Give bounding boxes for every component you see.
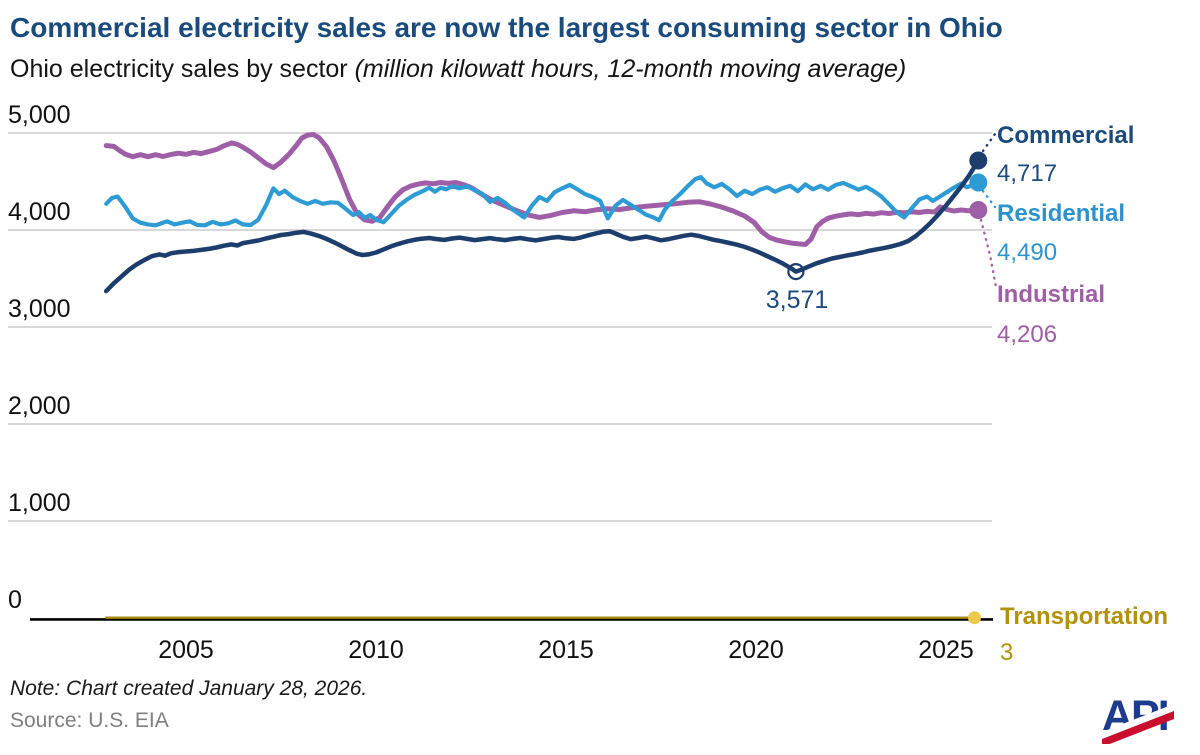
- legend-value-industrial: 4,206: [997, 321, 1058, 348]
- legend-value-commercial: 4,717: [997, 160, 1058, 187]
- x-axis-tick-label: 2005: [158, 636, 214, 664]
- chart-subtitle: Ohio electricity sales by sector (millio…: [10, 55, 906, 84]
- api-logo: API: [1102, 692, 1174, 744]
- legend-value-residential: 4,490: [997, 239, 1058, 266]
- x-axis-tick-label: 2020: [728, 636, 784, 664]
- x-axis-tick-label: 2025: [918, 636, 974, 664]
- y-axis-tick-label: 1,000: [8, 489, 71, 517]
- legend-label-residential: Residential: [997, 200, 1126, 227]
- y-axis-tick-label: 5,000: [8, 101, 71, 129]
- x-axis-tick-label: 2015: [538, 636, 594, 664]
- legend-label-commercial: Commercial: [997, 122, 1135, 149]
- subtitle-units: (million kilowatt hours, 12-month moving…: [354, 55, 907, 83]
- y-axis-tick-label: 2,000: [8, 392, 71, 420]
- chart-title: Commercial electricity sales are now the…: [10, 12, 1003, 43]
- y-axis-tick-label: 0: [8, 586, 22, 614]
- legend-label-transportation: Transportation: [1000, 603, 1169, 630]
- subtitle-text: Ohio electricity sales by sector: [10, 55, 355, 83]
- annotation-min-value: 3,571: [765, 286, 829, 314]
- legend-label-industrial: Industrial: [997, 281, 1106, 308]
- y-axis-tick-label: 3,000: [8, 295, 71, 323]
- y-axis-tick-label: 4,000: [8, 198, 71, 226]
- source-text: Source: U.S. EIA: [10, 709, 169, 732]
- x-axis-tick-label: 2010: [348, 636, 404, 664]
- note-text: Note: Chart created January 28, 2026.: [10, 677, 368, 700]
- legend-value-transportation: 3: [1000, 639, 1014, 666]
